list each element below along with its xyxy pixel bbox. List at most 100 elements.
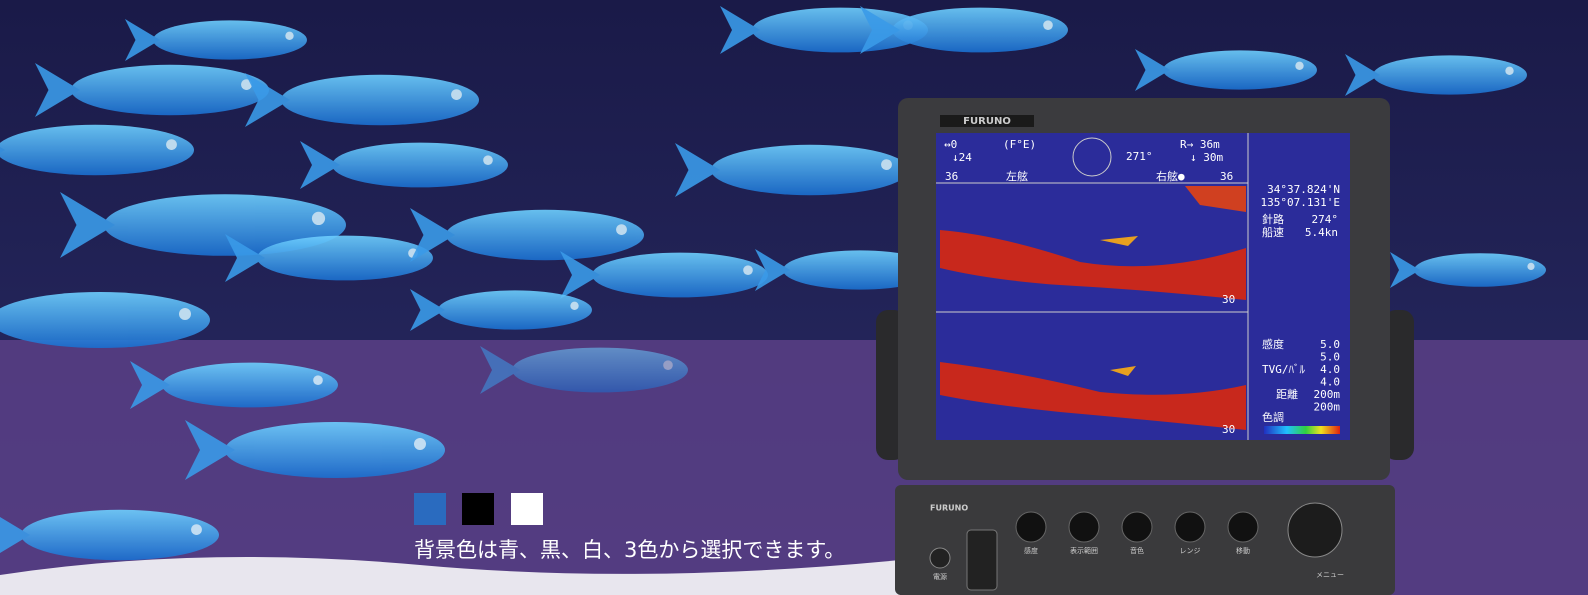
- button[interactable]: [966, 529, 998, 591]
- fish-body: [0, 292, 210, 348]
- screen-text: 船速: [1262, 225, 1284, 239]
- fish-tail: [720, 5, 760, 54]
- screen-text: 5.0: [1320, 338, 1340, 351]
- fish-tail: [675, 143, 720, 197]
- fish-tail: [1345, 54, 1380, 96]
- fish-body: [1163, 50, 1317, 90]
- fish-eye: [311, 211, 326, 225]
- knob[interactable]: [1174, 511, 1206, 543]
- fish-body: [711, 144, 909, 196]
- echo-band: [940, 362, 1246, 430]
- fish-body: [153, 20, 307, 60]
- knob[interactable]: [1121, 511, 1153, 543]
- brand: FURUNO: [930, 504, 968, 513]
- fish-body: [257, 235, 433, 281]
- fish-eye: [570, 301, 579, 310]
- fish-body: [0, 124, 194, 176]
- fish-body: [20, 509, 219, 561]
- fish-eye: [1043, 20, 1053, 30]
- fish-eye: [451, 89, 462, 100]
- fish: [410, 289, 592, 331]
- fish-tail: [245, 73, 290, 127]
- fish-eye: [1527, 262, 1535, 270]
- fish-tail: [0, 517, 30, 553]
- screen-text: R→ 36m: [1180, 138, 1220, 151]
- fish-tail: [185, 420, 235, 480]
- screen-text: 距離: [1276, 387, 1298, 401]
- screen-text: 36: [945, 170, 958, 183]
- screen-text: 30: [1222, 423, 1235, 436]
- swatch-white: [511, 493, 543, 525]
- fish: [1390, 252, 1546, 288]
- screen-text: 274°: [1312, 213, 1339, 226]
- brand-plate: [940, 115, 1034, 127]
- echo-band: [940, 230, 1246, 300]
- fish: [410, 208, 644, 262]
- fish-tail: [1135, 49, 1170, 91]
- fish: [860, 5, 1068, 54]
- knob[interactable]: [1227, 511, 1259, 543]
- fish-eye: [881, 159, 892, 170]
- white-brush: [0, 557, 900, 595]
- fish-eye: [241, 79, 252, 90]
- screen-text: 色調: [1262, 410, 1284, 424]
- color-bar: [1264, 426, 1340, 434]
- fish-body: [892, 7, 1068, 53]
- fish: [0, 124, 194, 176]
- fish-eye: [1295, 61, 1304, 70]
- button-label: レンジ: [1180, 547, 1201, 555]
- compass: [1072, 137, 1112, 177]
- fish-body: [332, 142, 508, 188]
- fish-tail: [560, 251, 600, 299]
- swatch-black: [462, 493, 494, 525]
- screen-text: 5.0: [1320, 351, 1340, 364]
- fish: [185, 420, 445, 480]
- screen-text: TVG/ﾊﾞﾙ: [1262, 363, 1305, 376]
- fish-body: [752, 7, 928, 53]
- fish-tail: [410, 289, 445, 331]
- fish-school: [0, 5, 1546, 561]
- button-label: 感度: [1024, 546, 1038, 555]
- fish-echo: [1110, 366, 1136, 376]
- fish: [59, 192, 346, 258]
- fish-body: [512, 347, 688, 393]
- fish-body: [281, 74, 479, 126]
- brand: FURUNO: [963, 116, 1011, 127]
- fish-eye: [743, 265, 753, 275]
- screen-text: 右舷●: [1156, 169, 1185, 183]
- screen-text: 針路: [1262, 212, 1284, 226]
- fish: [125, 19, 307, 61]
- power-button[interactable]: [929, 547, 951, 569]
- button-label: 音色: [1130, 546, 1144, 555]
- knob[interactable]: [1015, 511, 1047, 543]
- cursor-pad[interactable]: [1287, 502, 1343, 558]
- screen-text: 4.0: [1320, 363, 1340, 376]
- fish: [0, 509, 219, 561]
- fish-tail: [125, 19, 160, 61]
- echo-surface: [1185, 186, 1246, 212]
- fish-body: [1373, 55, 1527, 95]
- screen-text: 感度: [1262, 337, 1284, 351]
- screen-text: ↓ 30m: [1190, 151, 1223, 164]
- fish-tail: [34, 63, 80, 117]
- fish-eye: [1505, 66, 1514, 75]
- caption: 背景色は青、黒、白、3色から選択できます。: [414, 538, 845, 562]
- fish-body: [592, 252, 768, 298]
- fish-eye: [663, 360, 673, 370]
- fish-echo: [1100, 236, 1138, 246]
- fish-eye: [313, 375, 323, 385]
- fish-body: [438, 290, 592, 330]
- knob[interactable]: [1068, 511, 1100, 543]
- fish: [130, 361, 338, 409]
- fish-eye: [414, 438, 426, 450]
- fish-body: [225, 422, 445, 478]
- screen-text: 200m: [1314, 388, 1341, 401]
- screen-text: ↔0: [944, 138, 957, 151]
- fish-tail: [300, 141, 340, 189]
- screen-text: 30: [1222, 293, 1235, 306]
- fish-body: [1414, 253, 1546, 287]
- fish-eye: [179, 308, 191, 320]
- bracket-right: [1384, 310, 1414, 460]
